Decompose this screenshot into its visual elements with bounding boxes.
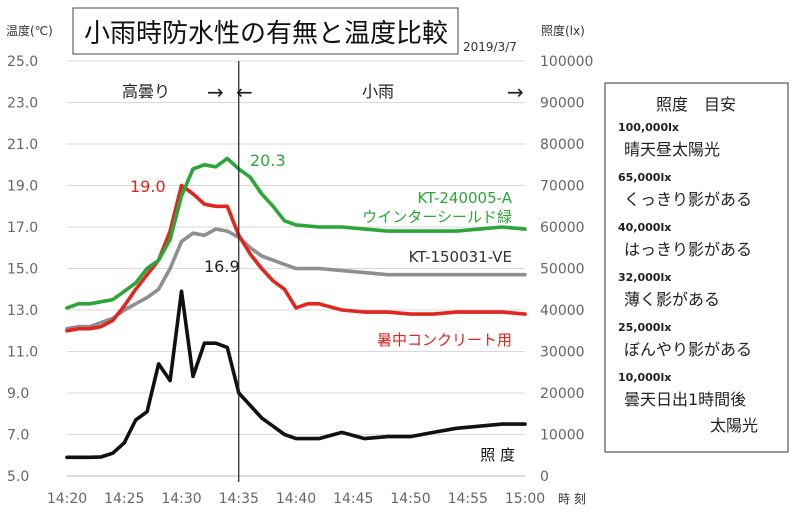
chart-title: 小雨時防水性の有無と温度比較: [84, 19, 448, 49]
series-line-3: [65, 289, 527, 460]
reference-description: 晴天昼太陽光: [624, 140, 720, 159]
y-left-tick-label: 25.0: [7, 54, 38, 70]
annotation-green-peak: 20.3: [250, 151, 286, 170]
series-label: 暑中コンクリート用: [377, 331, 512, 349]
y-left-tick-label: 5.0: [7, 469, 29, 485]
x-tick-label: 15:00: [505, 491, 545, 507]
y-right-tick-label: 0: [540, 469, 549, 485]
reference-description: ぼんやり影がある: [624, 340, 752, 359]
period-label-cloudy: 高曇り: [122, 82, 170, 101]
x-tick-label: 14:40: [276, 491, 316, 507]
y-right-tick-label: 60000: [540, 220, 585, 236]
x-tick-label: 14:30: [161, 491, 201, 507]
y-left-tick-label: 17.0: [7, 220, 38, 236]
y-right-tick-label: 90000: [540, 96, 585, 112]
x-tick-label: 14:20: [47, 491, 87, 507]
annotation-gray-peak: 16.9: [204, 257, 240, 276]
reference-description: 薄く影がある: [624, 290, 720, 309]
reference-title: 照度 目安: [656, 95, 736, 114]
series-label: KT-150031-VE: [409, 248, 512, 266]
reference-description: 曇天日出1時間後: [624, 390, 746, 409]
reference-description: 太陽光: [710, 416, 758, 435]
period-arrow-cloudy-right: →: [207, 80, 224, 104]
x-axis-label: 時 刻: [558, 492, 586, 506]
x-tick-label: 14:35: [219, 491, 259, 507]
x-tick-label: 14:50: [390, 491, 430, 507]
x-tick-label: 14:25: [104, 491, 144, 507]
y-left-axis-label: 温度(℃): [6, 23, 53, 38]
x-tick-label: 14:45: [333, 491, 373, 507]
y-left-tick-label: 7.0: [7, 428, 29, 444]
reference-description: くっきり影がある: [624, 190, 752, 209]
period-label-rain: 小雨: [362, 82, 394, 101]
y-left-tick-label: 19.0: [7, 179, 38, 195]
y-right-tick-label: 40000: [540, 303, 585, 319]
annotation-red-peak: 19.0: [130, 177, 166, 196]
reference-lux: 25,000lx: [618, 321, 671, 334]
y-right-tick-label: 80000: [540, 137, 585, 153]
y-right-tick-label: 10000: [540, 428, 585, 444]
y-right-axis-label: 照度(lx): [541, 23, 585, 38]
y-left-tick-label: 23.0: [7, 96, 38, 112]
reference-list: 100,000lx 晴天昼太陽光 65,000lx くっきり影がある 40,000lx は…: [618, 121, 758, 435]
y-right-tick-label: 30000: [540, 345, 585, 361]
y-left-tick-label: 9.0: [7, 386, 29, 402]
y-right-tick-label: 70000: [540, 179, 585, 195]
y-right-tick-label: 100000: [540, 54, 593, 70]
y-right-tick-label: 20000: [540, 386, 585, 402]
reference-lux: 65,000lx: [618, 171, 671, 184]
series-line-2: [65, 183, 527, 333]
series-label: KT-240005-A: [418, 189, 513, 207]
period-arrow-rain-left: ←: [236, 80, 253, 104]
reference-lux: 10,000lx: [618, 371, 671, 384]
y-left-tick-label: 21.0: [7, 137, 38, 153]
period-arrow-rain-right: →: [507, 80, 524, 104]
tick-labels: 5.0 7.0 9.0 11.0 13.0 15.0 17.0 19.0 21.0 23.0 25.…: [7, 54, 593, 507]
chart-date: 2019/3/7: [463, 40, 517, 54]
y-left-tick-label: 15.0: [7, 262, 38, 278]
title-box: [72, 7, 459, 55]
reference-box: [604, 82, 789, 453]
series-label: 照 度: [480, 446, 515, 464]
series-label: ウインターシールド緑: [362, 208, 512, 226]
reference-lux: 100,000lx: [618, 121, 679, 134]
y-left-tick-label: 11.0: [7, 345, 38, 361]
x-tick-label: 14:55: [448, 491, 488, 507]
reference-lux: 40,000lx: [618, 221, 671, 234]
y-right-tick-label: 50000: [540, 262, 585, 278]
reference-lux: 32,000lx: [618, 271, 671, 284]
reference-description: はっきり影がある: [624, 240, 752, 259]
y-left-tick-label: 13.0: [7, 303, 38, 319]
